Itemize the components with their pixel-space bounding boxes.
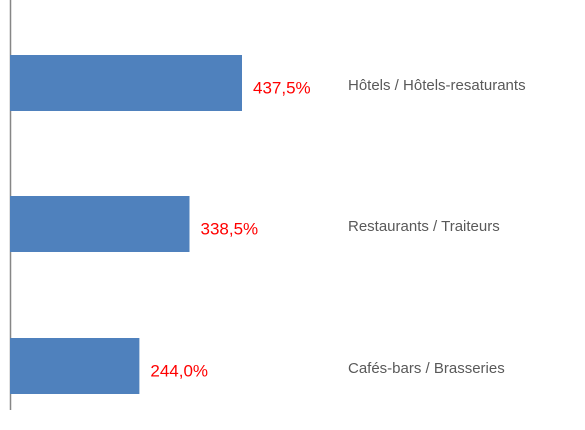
bar bbox=[10, 55, 242, 111]
category-label: Restaurants / Traiteurs bbox=[348, 218, 500, 235]
value-label: 338,5% bbox=[201, 219, 259, 238]
category-label: Hôtels / Hôtels-resaturants bbox=[348, 77, 526, 94]
value-label: 244,0% bbox=[150, 361, 208, 380]
bar bbox=[10, 196, 190, 252]
value-label: 437,5% bbox=[253, 78, 311, 97]
category-label: Cafés-bars / Brasseries bbox=[348, 360, 505, 377]
bar bbox=[10, 338, 140, 394]
